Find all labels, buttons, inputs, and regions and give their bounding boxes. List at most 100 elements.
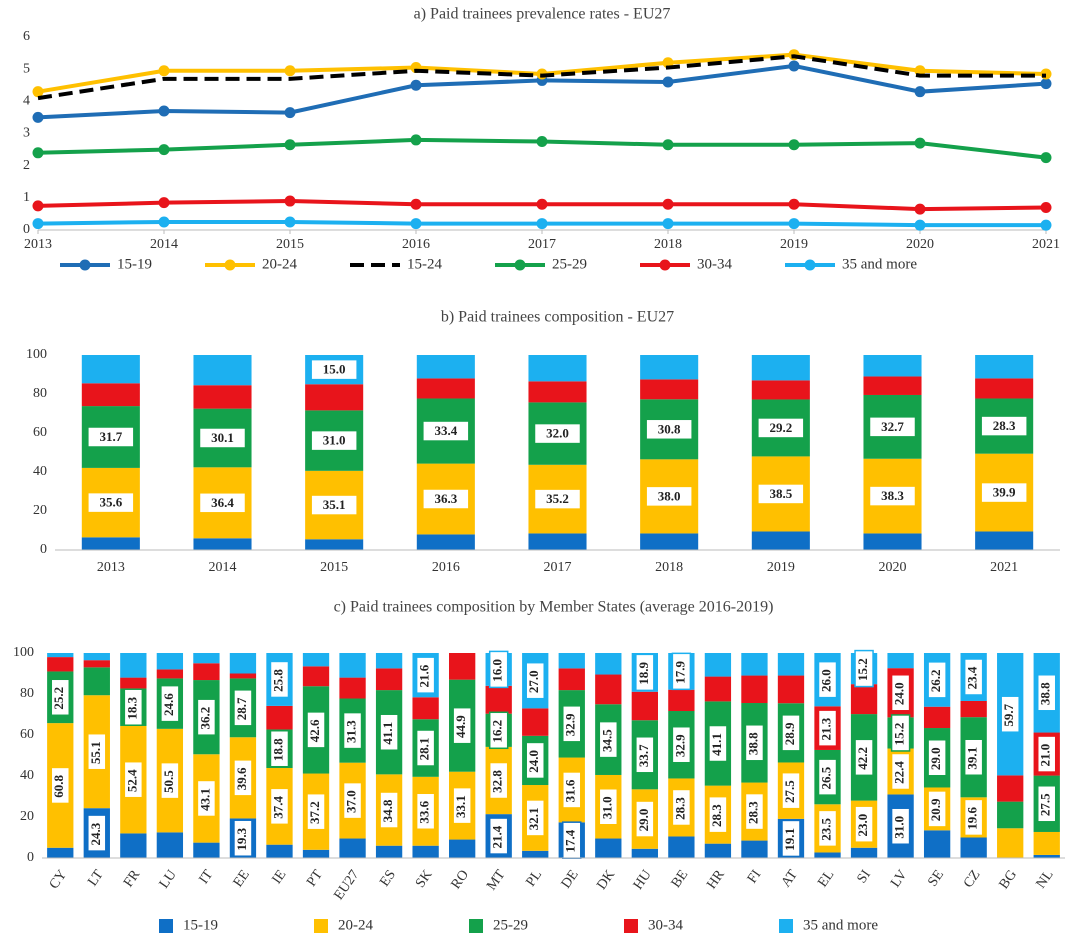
bar-segment [923,706,951,729]
bar-segment [558,668,585,691]
x-tick-label: HU [631,868,655,893]
value-label-box [854,805,874,843]
value-label-box [927,790,947,828]
value-label: 15.2 [855,658,870,681]
x-tick-label: LU [157,868,180,892]
legend-swatch [314,919,328,933]
bar-segment [302,653,330,667]
value-label: 42.2 [855,747,870,770]
value-label-box [980,415,1028,437]
value-label: 38.3 [881,488,904,503]
value-label-box [310,494,358,516]
bar-segment [81,383,140,407]
value-label: 31.0 [892,816,907,839]
x-tick-label: PL [523,868,545,890]
value-label-box [233,819,253,857]
value-label: 36.4 [211,495,234,510]
value-label: 42.6 [307,719,322,742]
bar-segment [193,385,252,409]
value-label-box [744,792,765,831]
value-label: 17.4 [563,829,578,852]
value-label: 23.0 [855,814,870,837]
value-label: 28.1 [417,738,432,761]
bar-segment [449,839,476,858]
value-label: 38.0 [658,488,681,503]
bar-segment [375,653,403,669]
bar-segment [412,845,439,858]
point [32,111,44,123]
value-label-box [160,684,180,723]
point [662,76,674,88]
value-label-box [488,711,509,750]
value-label-box [757,417,805,439]
bar-segment [640,379,699,400]
bar-segment [975,355,1034,379]
value-label-box [198,492,247,514]
value-label: 20.9 [928,798,943,821]
bar-segment [704,843,732,858]
value-label-box [781,714,801,752]
value-label: 31.0 [323,433,346,448]
point [284,65,296,77]
y-tick-label: 80 [33,386,47,401]
value-label-box [310,358,358,381]
legend-swatch [779,919,793,933]
y-tick-label: 0 [27,850,34,865]
value-label-box [488,650,509,689]
point [284,139,296,151]
bar-segment [923,830,951,858]
point [788,139,800,151]
value-label-box [533,422,582,445]
value-label: 19.1 [782,828,797,851]
y-tick-label: 40 [20,768,34,783]
value-label-box [890,752,911,791]
x-tick-label: RO [449,868,472,893]
legend-label: 35 and more [842,256,917,272]
value-label-box [342,781,363,820]
value-label: 30.1 [211,430,234,445]
value-label-box [269,787,290,826]
value-label: 15.2 [892,723,907,746]
bar-segment [193,653,220,664]
x-tick-label: 2020 [879,560,907,575]
bar-segment [997,828,1024,858]
value-label-box [854,649,874,688]
bar-segment [305,384,364,411]
value-label-box [123,688,144,726]
value-label-box [963,658,984,696]
bar-segment [741,840,768,858]
value-label-box [868,416,917,438]
value-label-box [868,485,917,507]
bar-segment [887,653,914,669]
point [284,107,296,119]
bar-segment [229,673,257,679]
bar-segment [668,836,695,858]
x-tick-label: 2019 [767,560,795,575]
value-label: 26.2 [928,669,943,692]
bar-segment [595,838,622,858]
legend-label: 15-19 [183,917,218,933]
y-tick-label: 0 [23,222,30,237]
x-tick-label: LV [888,868,910,891]
x-tick-label: 2018 [655,560,683,575]
legend-label: 20-24 [338,917,373,933]
value-label-box [671,788,692,827]
value-label: 21.3 [819,717,834,740]
bar-segment [47,847,74,858]
bar-segment [668,689,695,712]
bar-segment [631,848,658,858]
bar-segment [751,380,810,400]
value-label-box [422,488,470,510]
value-label: 32.9 [672,734,687,757]
value-label-box [854,738,874,777]
value-label: 31.6 [563,779,578,802]
bar-segment [558,653,585,669]
value-label: 35.1 [323,497,346,512]
bar-segment [193,663,220,681]
x-tick-label: 2014 [209,560,237,575]
point [662,139,674,151]
value-label: 39.6 [234,767,249,790]
x-tick-label: MT [484,867,509,893]
value-label: 32.1 [526,808,541,831]
value-label: 26.0 [819,669,834,692]
